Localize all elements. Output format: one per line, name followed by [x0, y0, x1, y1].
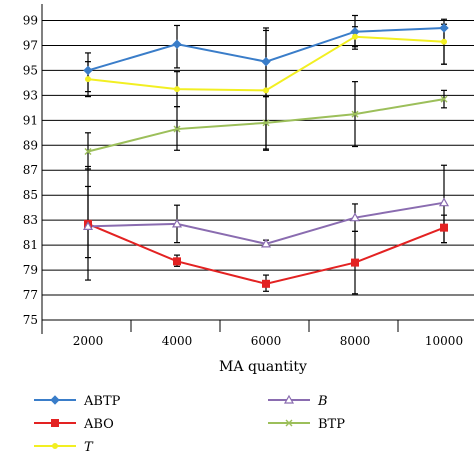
x-axis-label: MA quantity — [219, 359, 307, 375]
data-point-btp — [351, 110, 359, 118]
data-point-btp — [262, 119, 270, 127]
y-tick-label: 85 — [23, 188, 38, 202]
series-markers — [82, 23, 450, 288]
y-tick-labels: 75 77 79 81 83 85 87 89 91 93 95 97 99 — [23, 13, 38, 327]
legend-marker — [52, 443, 58, 449]
y-tick-label: 81 — [23, 238, 38, 252]
y-tick-label: 79 — [23, 263, 38, 277]
legend-entry-b: B — [268, 394, 328, 409]
data-point-abtp — [439, 23, 449, 33]
data-point-abtp — [83, 65, 93, 76]
y-tick-label: 91 — [23, 113, 38, 127]
data-point-b — [82, 221, 94, 230]
data-point-abo — [351, 258, 359, 267]
y-tick-label: 83 — [23, 213, 38, 227]
data-point-abo — [173, 257, 181, 266]
data-point-abtp — [172, 39, 182, 49]
y-tick-label: 75 — [23, 313, 38, 327]
legend-label: BTP — [318, 417, 345, 432]
legend-marker — [51, 419, 59, 427]
legend-label: ABTP — [83, 394, 121, 409]
data-point-b — [260, 238, 272, 248]
y-tick-label: 77 — [23, 288, 38, 302]
legend-label: B — [317, 394, 328, 409]
x-tick-label: 2000 — [73, 334, 104, 348]
x-tick-label: 4000 — [162, 334, 193, 348]
data-point-t — [352, 33, 358, 40]
y-tick-label: 89 — [23, 138, 38, 152]
data-point-t — [85, 76, 91, 83]
data-point-btp — [440, 95, 448, 103]
legend: ABTP ABO T B BTP — [34, 394, 345, 455]
gridlines — [42, 19, 474, 296]
x-tick-label: 10000 — [425, 334, 463, 348]
data-point-t — [441, 38, 447, 45]
data-point-abtp — [261, 56, 271, 67]
legend-entry-abtp: ABTP — [34, 394, 121, 409]
data-point-b — [438, 197, 450, 207]
data-point-t — [263, 87, 269, 94]
y-tick-label: 87 — [23, 163, 38, 177]
data-point-abo — [440, 223, 448, 232]
legend-entry-t: T — [34, 440, 94, 455]
y-tick-label: 99 — [23, 13, 38, 27]
data-point-b — [349, 212, 361, 222]
legend-marker — [283, 394, 295, 404]
series-line-b — [87, 201, 445, 245]
x-tick-label: 8000 — [340, 334, 371, 348]
legend-marker — [285, 419, 293, 427]
data-point-b — [171, 218, 183, 228]
data-point-abo — [262, 279, 270, 288]
x-tick-label: 6000 — [251, 334, 282, 348]
data-point-t — [174, 86, 180, 93]
legend-entry-btp: BTP — [268, 417, 345, 432]
data-point-btp — [84, 148, 92, 156]
data-point-btp — [173, 125, 181, 133]
legend-label: T — [84, 440, 94, 455]
axes — [41, 4, 474, 334]
y-tick-label: 97 — [23, 38, 38, 52]
legend-marker — [50, 395, 60, 405]
legend-label: ABO — [83, 417, 114, 432]
y-tick-label: 93 — [23, 88, 38, 102]
legend-entry-abo: ABO — [34, 417, 114, 432]
x-tick-labels: 2000 4000 6000 8000 10000 — [73, 334, 463, 348]
y-tick-label: 95 — [23, 63, 38, 77]
